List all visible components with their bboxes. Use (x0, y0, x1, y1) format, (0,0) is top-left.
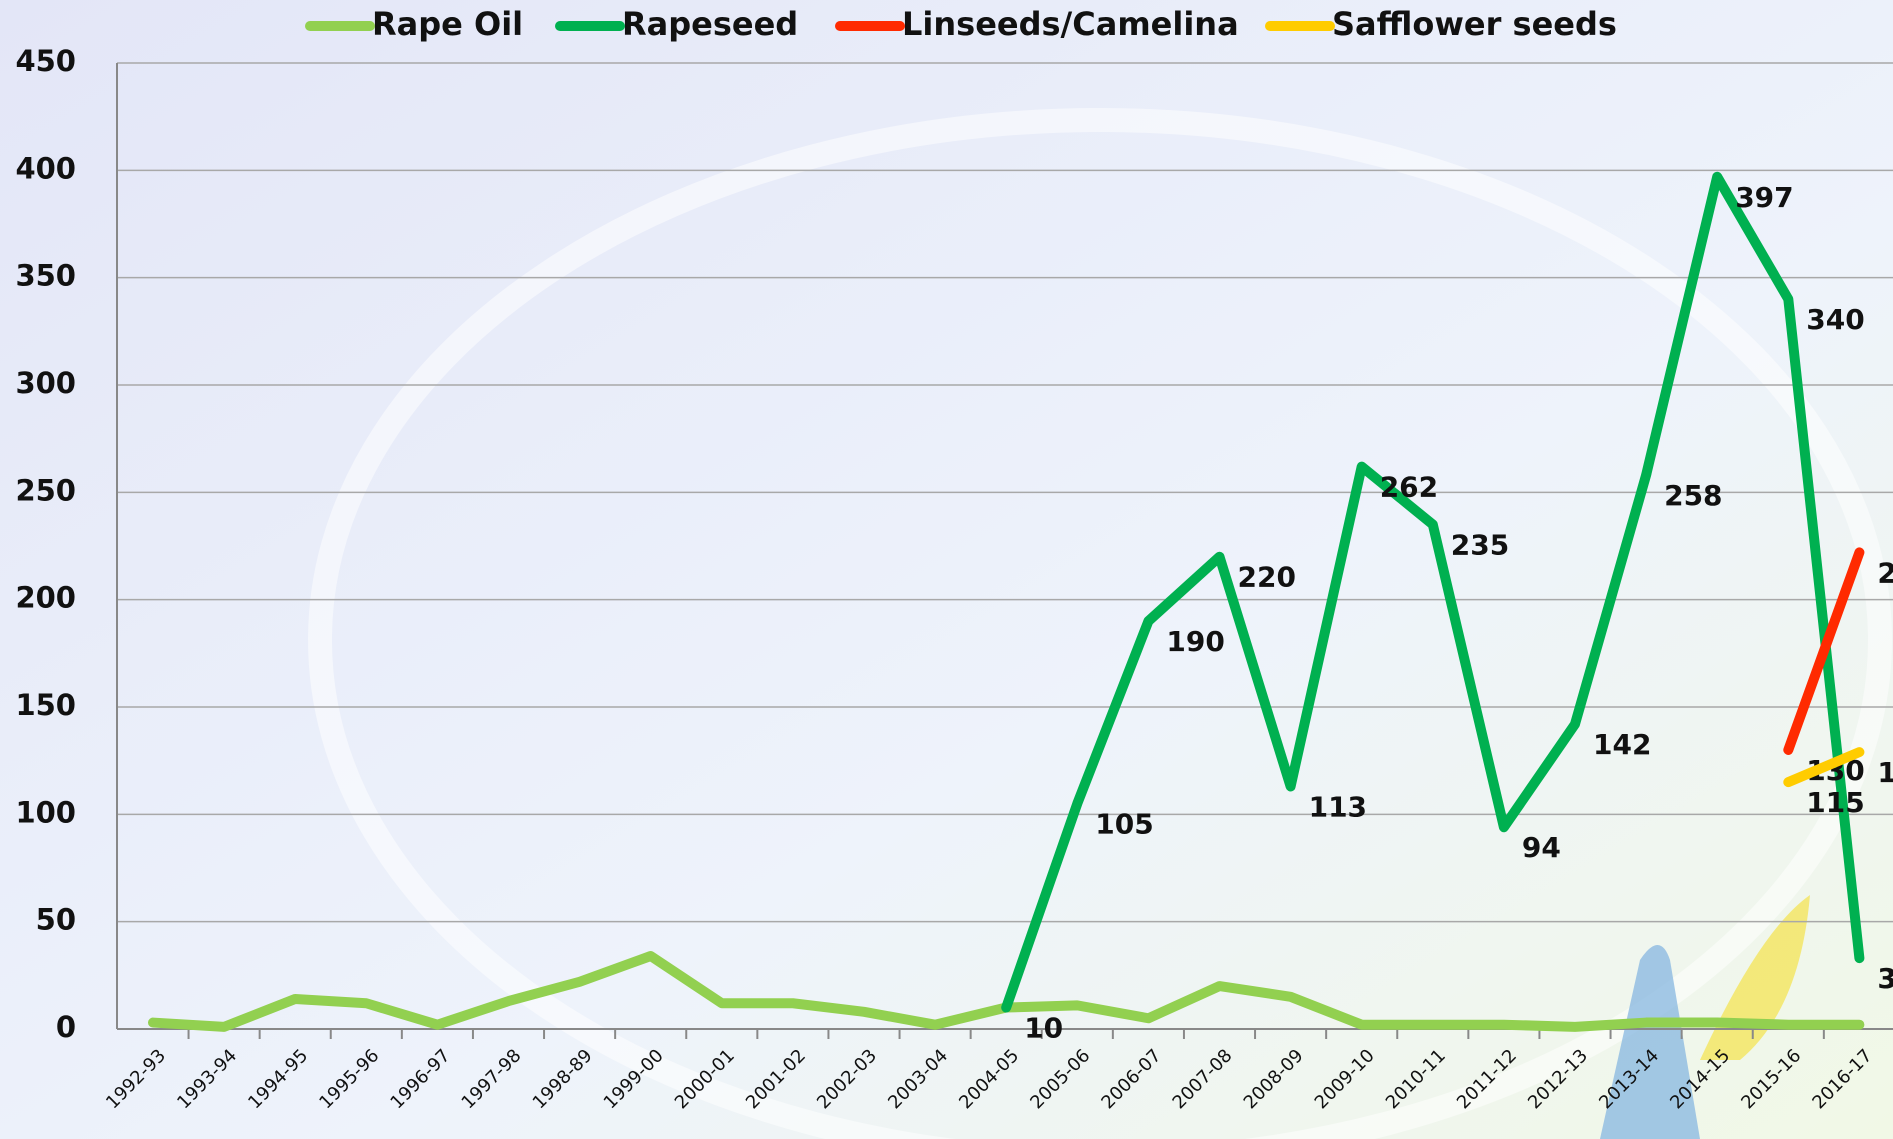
y-tick-label: 0 (56, 1010, 76, 1044)
data-label: 222 (1877, 556, 1893, 589)
y-tick-label: 250 (15, 473, 76, 507)
y-tick-label: 200 (15, 581, 76, 615)
data-label: 235 (1451, 529, 1509, 562)
y-tick-label: 100 (15, 795, 76, 829)
y-tick-label: 450 (15, 44, 76, 78)
data-label: 340 (1806, 303, 1864, 336)
data-label: 262 (1380, 471, 1438, 504)
legend-label: Safflower seeds (1332, 5, 1617, 43)
data-label: 10 (1024, 1012, 1063, 1045)
data-label: 115 (1806, 786, 1864, 819)
legend-label: Rapeseed (622, 5, 798, 43)
page: {"chart_data": {"type": "line", "categor… (0, 0, 1893, 1139)
y-tick-label: 400 (15, 151, 76, 185)
y-tick-label: 150 (15, 688, 76, 722)
data-label: 94 (1522, 831, 1561, 864)
data-label: 105 (1095, 808, 1153, 841)
data-label: 113 (1309, 790, 1367, 823)
y-tick-label: 50 (36, 903, 76, 937)
data-label: 33 (1877, 962, 1893, 995)
data-label: 220 (1238, 561, 1296, 594)
y-tick-label: 350 (15, 259, 76, 293)
legend-label: Rape Oil (372, 5, 523, 43)
y-tick-label: 300 (15, 366, 76, 400)
chart: 0501001502002503003504004501992-931993-9… (0, 0, 1893, 1139)
data-label: 190 (1166, 625, 1224, 658)
legend-label: Linseeds/Camelina (902, 5, 1239, 43)
data-label: 142 (1593, 728, 1651, 761)
data-label: 129 (1877, 756, 1893, 789)
data-label: 258 (1664, 479, 1722, 512)
data-label: 397 (1735, 181, 1793, 214)
